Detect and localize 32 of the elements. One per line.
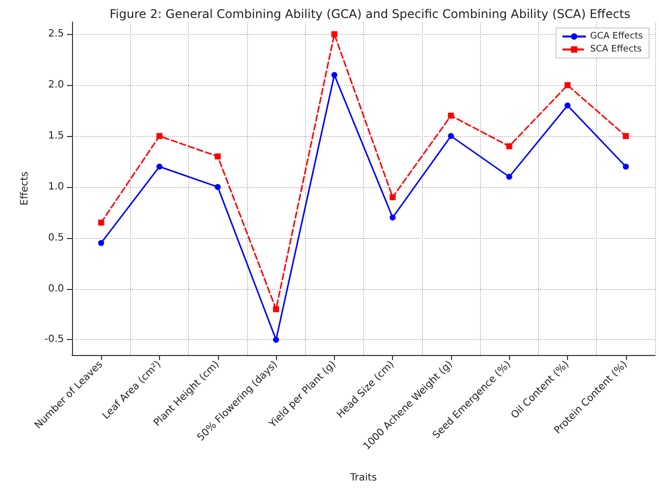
point (273, 306, 280, 312)
point (506, 143, 512, 150)
point (273, 336, 280, 343)
point (98, 220, 104, 226)
point (156, 133, 162, 140)
point (390, 194, 396, 200)
point (564, 82, 571, 88)
y-tick-label: 1.5 (48, 130, 64, 142)
point (564, 102, 571, 109)
point (448, 133, 454, 140)
chart-title: Figure 2: General Combining Ability (GCA) and Specific Combining Ability (SCA) Effects (110, 7, 630, 21)
y-tick-label: -0.5 (44, 334, 64, 346)
point (98, 240, 104, 246)
point (331, 31, 338, 38)
point (622, 133, 629, 140)
point (622, 164, 629, 170)
y-axis-title: Effects (20, 172, 30, 206)
point (331, 72, 338, 78)
legend-label: GCA Effects (590, 32, 644, 42)
point (390, 214, 396, 221)
legend-label: SCA Effects (590, 44, 642, 54)
point (156, 164, 162, 170)
y-tick-label: 0.5 (48, 232, 64, 244)
y-tick-label: 1.0 (48, 181, 64, 192)
y-tick-label: 0.0 (48, 283, 64, 294)
point (214, 184, 221, 190)
y-tick-label: 2.0 (48, 80, 64, 91)
y-tick-label: 2.5 (48, 28, 64, 40)
point (214, 153, 221, 160)
point (506, 174, 512, 180)
point (448, 112, 454, 119)
x-axis-title: Traits (349, 472, 377, 484)
